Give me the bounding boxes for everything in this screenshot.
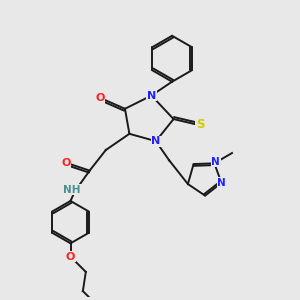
Text: N: N — [217, 178, 226, 188]
Text: N: N — [212, 157, 220, 167]
Text: NH: NH — [63, 185, 81, 195]
Text: S: S — [196, 118, 204, 131]
Text: O: O — [95, 94, 105, 103]
Text: O: O — [66, 252, 75, 262]
Text: O: O — [61, 158, 71, 168]
Text: N: N — [147, 91, 156, 100]
Text: N: N — [151, 136, 160, 146]
